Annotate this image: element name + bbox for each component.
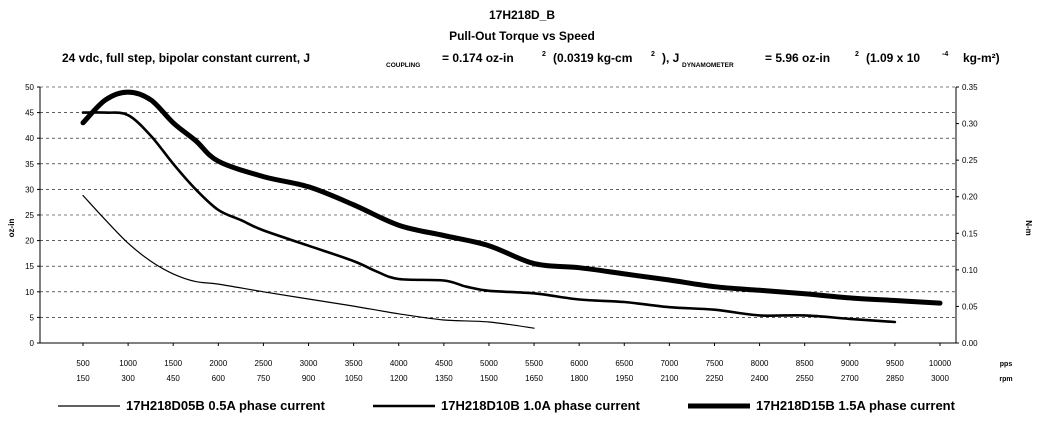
x-tick-label-pps: 7000 [660,359,678,368]
x-tick-label-rpm: 2400 [751,374,769,383]
y-tick-label-right: 0.00 [962,339,978,348]
y-tick-label-right: 0.35 [962,83,978,92]
conditions-dyn-metric: (1.09 x 10 [866,51,920,65]
chart-title: 17H218D_B [489,8,555,22]
y-tick-label-left: 5 [30,313,35,322]
x-tick-label-rpm: 2550 [796,374,814,383]
x-tick-label-pps: 500 [76,359,90,368]
series-line-2 [81,111,897,324]
x-tick-label-pps: 6500 [615,359,633,368]
x-tick-label-pps: 1000 [119,359,137,368]
x-tick-label-rpm: 1800 [570,374,588,383]
y-tick-label-right: 0.10 [962,266,978,275]
x-tick-label-pps: 8000 [751,359,769,368]
conditions-sup-c: 2 [855,51,859,58]
x-tick-label-pps: 1500 [164,359,182,368]
x-tick-label-rpm: 1650 [525,374,543,383]
x-tick-label-rpm: 2100 [660,374,678,383]
x-tick-label-rpm: 1500 [480,374,498,383]
x-tick-label-pps: 3500 [345,359,363,368]
y-tick-label-left: 35 [25,160,34,169]
x-tick-label-pps: 4500 [435,359,453,368]
series-line-3 [80,89,943,306]
x-tick-label-pps: 9500 [886,359,904,368]
x-tick-label-pps: 9000 [841,359,859,368]
legend-label-3: 17H218D15B 1.5A phase current [756,398,956,413]
x-tick-label-rpm: 150 [76,374,90,383]
tick-labels: 0 5 10 15 20 25 30 35 40 45 50 0.00 0.05 0.10 0.15 0.20… [25,83,978,383]
y-tick-label-left: 20 [25,237,34,246]
x-tick-label-rpm: 1200 [390,374,408,383]
conditions-dyn-unit: kg-m²) [963,51,1000,65]
conditions-dyn-value: = 5.96 oz-in [765,51,830,65]
x-tick-label-pps: 5500 [525,359,543,368]
x-tick-label-rpm: 3000 [931,374,949,383]
chart-subtitle: Pull-Out Torque vs Speed [449,29,595,43]
axes [37,86,959,346]
x-tick-label-rpm: 450 [167,374,181,383]
legend: 17H218D05B 0.5A phase current 17H218D10B … [58,398,956,413]
conditions-sup-b: 2 [651,51,655,58]
y-axis-right-label: N-m [1024,220,1033,236]
y-tick-label-left: 0 [30,339,35,348]
y-tick-label-left: 40 [25,134,34,143]
conditions-dyn-sub: DYNAMOMETER [682,62,734,69]
conditions-sup-a: 2 [542,51,546,58]
x-tick-label-rpm: 300 [121,374,135,383]
x-tick-label-pps: 10000 [929,359,952,368]
conditions-close-j: ), J [662,51,679,65]
x-tick-label-rpm: 750 [257,374,271,383]
y-tick-label-left: 15 [25,262,34,271]
x-tick-label-rpm: 2250 [706,374,724,383]
x-tick-label-pps: 4000 [390,359,408,368]
y-tick-label-right: 0.20 [962,193,978,202]
conditions-exp: -4 [942,51,948,58]
x-tick-label-pps: 2000 [209,359,227,368]
series-line-1 [82,194,535,329]
x-tick-label-rpm: 2850 [886,374,904,383]
gridlines [40,86,956,318]
x-tick-label-rpm: 1350 [435,374,453,383]
y-tick-label-right: 0.15 [962,229,978,238]
y-axis-left-label: oz-in [7,219,16,238]
y-tick-label-left: 10 [25,288,34,297]
y-tick-label-left: 25 [25,211,34,220]
y-tick-label-right: 0.30 [962,120,978,129]
y-tick-label-left: 30 [25,185,34,194]
x-tick-label-pps: 8500 [796,359,814,368]
x-tick-label-rpm: 1050 [345,374,363,383]
x-tick-label-rpm: 900 [302,374,316,383]
x-tick-label-pps: 2500 [255,359,273,368]
conditions-coupling-sub: COUPLING [386,62,420,69]
x-unit-rpm: rpm [999,376,1012,383]
conditions-coupling-metric: (0.0319 kg-cm [553,51,632,65]
x-unit-pps: pps [1000,361,1013,368]
conditions-prefix: 24 vdc, full step, bipolar constant curr… [62,51,310,65]
legend-label-2: 17H218D10B 1.0A phase current [441,398,641,413]
chart-conditions: 24 vdc, full step, bipolar constant curr… [62,51,1000,69]
y-tick-label-left: 50 [25,83,34,92]
y-tick-label-right: 0.25 [962,156,978,165]
x-tick-label-rpm: 2700 [841,374,859,383]
x-tick-label-pps: 7500 [706,359,724,368]
x-tick-label-pps: 6000 [570,359,588,368]
x-tick-label-rpm: 1950 [615,374,633,383]
x-tick-label-rpm: 600 [212,374,226,383]
y-tick-label-left: 45 [25,109,34,118]
series-lines [80,89,943,329]
x-tick-label-pps: 5000 [480,359,498,368]
y-tick-label-right: 0.05 [962,302,978,311]
conditions-coupling-value: = 0.174 oz-in [442,51,514,65]
x-tick-label-pps: 3000 [300,359,318,368]
legend-label-1: 17H218D05B 0.5A phase current [126,398,326,413]
